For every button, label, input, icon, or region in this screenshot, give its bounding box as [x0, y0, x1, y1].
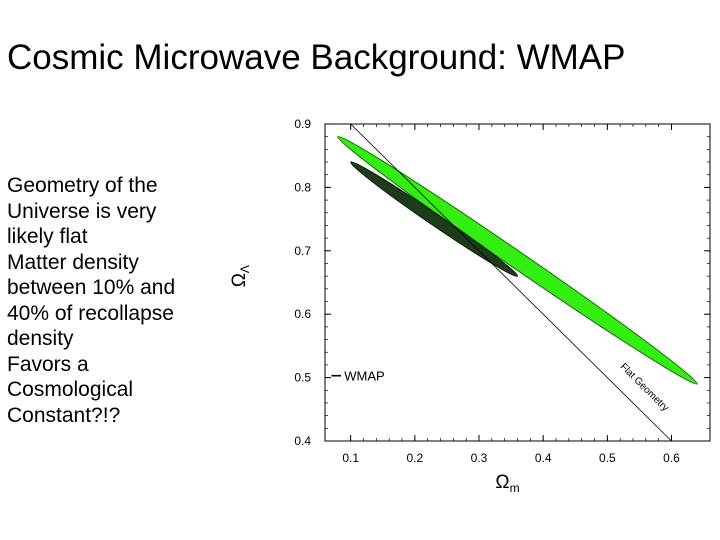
- bullet-line: Geometry of the: [7, 174, 158, 197]
- flat-geometry-line: [350, 123, 672, 442]
- flat-geometry-label: Flat Geometry: [618, 361, 671, 413]
- bullet-line: between 10% and: [7, 276, 176, 299]
- bullet-line: Cosmological: [7, 378, 134, 401]
- y-tick-label: 0.7: [294, 244, 311, 258]
- bullet-line: density: [7, 327, 74, 350]
- y-tick-label: 0.5: [294, 371, 311, 385]
- inner-confidence-contour: [350, 161, 519, 277]
- y-axis-label: ΩΛ: [229, 265, 252, 287]
- bullet-line: Constant?!?: [7, 403, 121, 427]
- outer-confidence-contour: [337, 135, 698, 385]
- x-tick-label: 0.4: [535, 451, 552, 465]
- cmb-contour-chart: Flat Geometry 0.1 0.2 0.3 0.4 0.5 0.6 0.4 0.5 0.…: [229, 117, 711, 495]
- bullet-line: Universe is very: [7, 199, 157, 223]
- y-tick-label: 0.4: [294, 434, 311, 448]
- x-axis-label: Ωm: [495, 472, 519, 495]
- x-tick-label: 0.5: [599, 451, 616, 465]
- slide-title: Cosmic Microwave Background: WMAP: [7, 38, 626, 77]
- y-tick-label: 0.8: [294, 180, 311, 194]
- x-tick-label: 0.3: [471, 451, 488, 465]
- bullet-list: Geometry of the Universe is very likely …: [7, 173, 222, 428]
- bullet-line: 40% of recollapse: [7, 301, 174, 325]
- bullet-line: Favors a: [7, 352, 89, 376]
- bullet-line: likely flat: [7, 225, 88, 248]
- x-tick-label: 0.6: [663, 451, 680, 465]
- x-tick-label: 0.2: [406, 451, 423, 465]
- x-tick-label: 0.1: [342, 451, 359, 465]
- y-tick-label: 0.6: [294, 307, 311, 321]
- y-tick-label: 0.9: [294, 117, 311, 131]
- legend-label: WMAP: [344, 369, 384, 384]
- bullet-line: Matter density: [7, 250, 139, 274]
